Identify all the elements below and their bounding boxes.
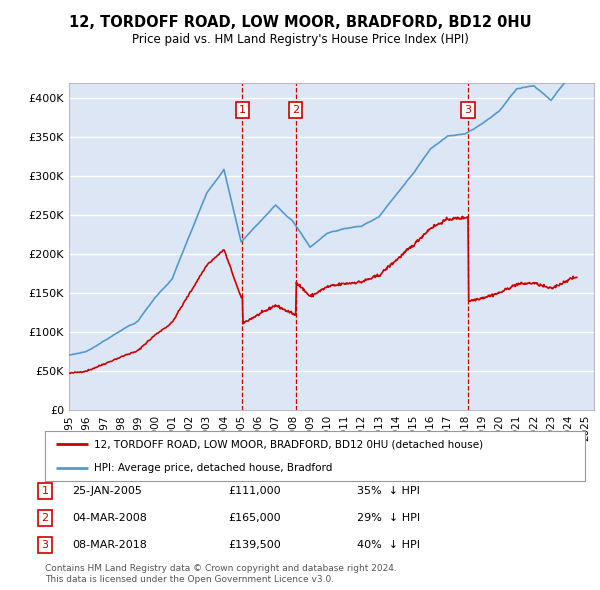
Text: 1: 1 (41, 486, 49, 496)
Text: 12, TORDOFF ROAD, LOW MOOR, BRADFORD, BD12 0HU (detached house): 12, TORDOFF ROAD, LOW MOOR, BRADFORD, BD… (94, 439, 483, 449)
Text: 40%  ↓ HPI: 40% ↓ HPI (357, 540, 420, 550)
Text: 12, TORDOFF ROAD, LOW MOOR, BRADFORD, BD12 0HU: 12, TORDOFF ROAD, LOW MOOR, BRADFORD, BD… (68, 15, 532, 30)
Text: Price paid vs. HM Land Registry's House Price Index (HPI): Price paid vs. HM Land Registry's House … (131, 33, 469, 46)
Text: 25-JAN-2005: 25-JAN-2005 (72, 486, 142, 496)
Text: £111,000: £111,000 (228, 486, 281, 496)
Text: 3: 3 (464, 105, 472, 115)
Text: £139,500: £139,500 (228, 540, 281, 550)
Text: 35%  ↓ HPI: 35% ↓ HPI (357, 486, 420, 496)
Text: 29%  ↓ HPI: 29% ↓ HPI (357, 513, 420, 523)
Text: This data is licensed under the Open Government Licence v3.0.: This data is licensed under the Open Gov… (45, 575, 334, 584)
Text: HPI: Average price, detached house, Bradford: HPI: Average price, detached house, Brad… (94, 463, 332, 473)
Text: 2: 2 (292, 105, 299, 115)
Text: 3: 3 (41, 540, 49, 550)
Text: 08-MAR-2018: 08-MAR-2018 (72, 540, 147, 550)
Text: 04-MAR-2008: 04-MAR-2008 (72, 513, 147, 523)
Text: Contains HM Land Registry data © Crown copyright and database right 2024.: Contains HM Land Registry data © Crown c… (45, 565, 397, 573)
Text: £165,000: £165,000 (228, 513, 281, 523)
Text: 2: 2 (41, 513, 49, 523)
Text: 1: 1 (239, 105, 246, 115)
